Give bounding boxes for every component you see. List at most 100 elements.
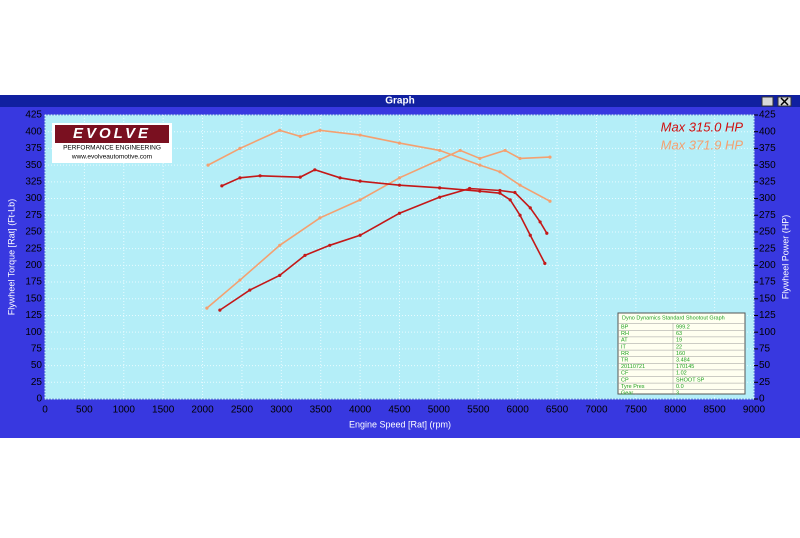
data-point <box>438 195 442 199</box>
x-tick-label: 9000 <box>743 405 766 416</box>
table-cell: IT <box>621 344 627 350</box>
y-tick-label: 425 <box>25 110 42 121</box>
data-point <box>220 184 224 188</box>
data-point <box>397 141 402 145</box>
data-point <box>458 148 462 153</box>
legend-annotation: Max 315.0 HP <box>661 119 744 134</box>
x-tick-label: 7000 <box>585 405 608 416</box>
table-cell: 22 <box>676 344 682 350</box>
data-point <box>528 233 532 237</box>
data-point <box>238 278 242 282</box>
y-tick-label: 125 <box>25 310 42 321</box>
y2-tick-label: 175 <box>759 277 776 288</box>
y2-tick-label: 0 <box>759 394 765 405</box>
data-point <box>298 175 302 179</box>
y-tick-label: 200 <box>25 260 42 271</box>
data-point <box>518 213 522 217</box>
table-cell: 999.2 <box>676 324 690 330</box>
table-cell: TR <box>621 357 628 363</box>
data-point <box>503 148 507 153</box>
table-cell: Tyre Pres <box>621 384 645 390</box>
table-cell: 1.02 <box>676 371 687 377</box>
x-tick-label: 5500 <box>467 405 490 416</box>
table-cell: 3.484 <box>676 357 690 363</box>
data-point <box>313 168 317 172</box>
y-tick-label: 225 <box>25 243 42 254</box>
close-icon <box>780 97 789 106</box>
series-line <box>206 149 551 309</box>
data-point <box>278 273 282 277</box>
info-table-title: Dyno Dynamics Standard Shootout Graph <box>622 315 725 321</box>
data-point <box>508 198 512 202</box>
x-tick-label: 8000 <box>664 405 687 416</box>
data-point <box>358 179 362 183</box>
data-point <box>438 186 442 190</box>
x-tick-label: 4500 <box>388 405 411 416</box>
logo-brand: EVOLVE <box>73 125 151 142</box>
data-point <box>397 176 402 180</box>
data-point <box>478 163 482 167</box>
data-point <box>478 156 482 161</box>
y2-tick-label: 300 <box>759 193 776 204</box>
y-tick-label: 400 <box>25 126 42 137</box>
x-tick-label: 4000 <box>349 405 372 416</box>
x-tick-label: 7500 <box>625 405 648 416</box>
data-point <box>498 191 502 195</box>
y-tick-label: 350 <box>25 160 42 171</box>
x-tick-label: 6500 <box>546 405 569 416</box>
y2-tick-label: 150 <box>759 293 776 304</box>
table-cell: Gear <box>621 390 633 396</box>
table-cell: 63 <box>676 331 682 337</box>
data-point <box>545 231 549 235</box>
data-point <box>397 211 402 215</box>
data-point <box>528 206 532 210</box>
data-point <box>318 216 322 220</box>
y2-tick-label: 50 <box>759 360 771 371</box>
data-point <box>278 128 282 132</box>
y-tick-label: 375 <box>25 143 42 154</box>
y-tick-label: 0 <box>36 394 42 405</box>
data-point <box>298 134 302 138</box>
data-point <box>518 183 522 187</box>
data-point <box>358 133 362 137</box>
table-cell: AT <box>621 338 628 344</box>
y-tick-label: 250 <box>25 227 42 238</box>
table-cell: 0.0 <box>676 384 684 390</box>
y2-tick-label: 350 <box>759 160 776 171</box>
data-point <box>518 156 522 161</box>
data-point <box>218 308 222 312</box>
y2-tick-label: 225 <box>759 243 776 254</box>
data-point <box>548 199 552 203</box>
data-point <box>328 243 332 247</box>
x-tick-label: 8500 <box>703 405 726 416</box>
y2-tick-label: 275 <box>759 210 776 221</box>
info-table <box>617 312 746 395</box>
data-point <box>438 148 442 153</box>
data-point <box>468 186 472 191</box>
table-cell: 160 <box>676 351 685 357</box>
window-title: Graph <box>385 96 414 107</box>
restore-button[interactable] <box>761 96 774 107</box>
data-point <box>543 261 547 265</box>
data-point <box>438 158 442 162</box>
y-tick-label: 175 <box>25 277 42 288</box>
series-line <box>219 187 548 311</box>
data-point <box>358 233 362 237</box>
data-point <box>205 306 209 310</box>
x-axis-title: Engine Speed [Rat] (rpm) <box>349 419 451 429</box>
y2-tick-label: 425 <box>759 110 776 121</box>
table-cell: RR <box>621 351 629 357</box>
y-tick-label: 275 <box>25 210 42 221</box>
x-tick-label: 500 <box>76 405 93 416</box>
x-tick-label: 3500 <box>310 405 333 416</box>
data-point <box>238 146 242 151</box>
data-point <box>248 288 252 292</box>
y2-tick-label: 25 <box>759 377 771 388</box>
data-point <box>538 220 542 224</box>
legend-annotation: Max 371.9 HP <box>661 137 744 152</box>
data-point <box>548 155 552 159</box>
data-point <box>338 176 342 180</box>
data-point <box>278 243 282 247</box>
y2-tick-label: 400 <box>759 126 776 137</box>
